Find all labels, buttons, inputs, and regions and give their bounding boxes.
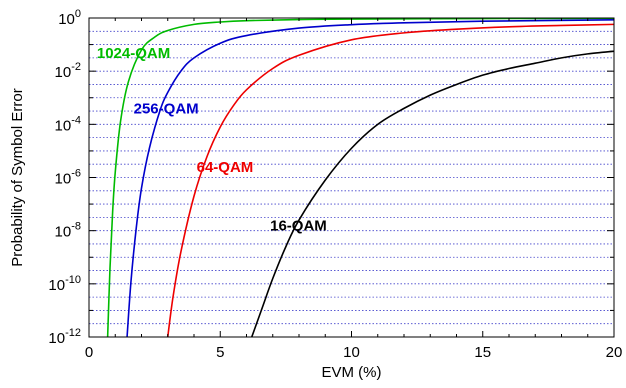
y-tick-exponent: -10 bbox=[65, 274, 81, 286]
y-tick-exponent: 0 bbox=[75, 8, 81, 20]
y-tick-label: 10-6 bbox=[55, 168, 81, 188]
x-tick-label: 5 bbox=[216, 344, 224, 361]
series-label-16-qam: 16-QAM bbox=[270, 218, 327, 235]
x-tick-label: 15 bbox=[474, 344, 491, 361]
y-tick-base: 10 bbox=[55, 224, 72, 241]
y-tick-exponent: -2 bbox=[71, 61, 81, 73]
y-tick-label: 10-12 bbox=[48, 327, 81, 347]
series-label-64-qam: 64-QAM bbox=[197, 159, 254, 176]
x-tick-label: 10 bbox=[343, 344, 360, 361]
x-tick-label: 0 bbox=[85, 344, 93, 361]
series-label-1024-qam: 1024-QAM bbox=[97, 45, 170, 62]
series-line-64-qam bbox=[166, 23, 615, 338]
x-tick-label: 20 bbox=[606, 344, 623, 361]
y-tick-base: 10 bbox=[55, 117, 72, 134]
y-tick-base: 10 bbox=[48, 277, 65, 294]
y-tick-exponent: -12 bbox=[65, 327, 81, 339]
y-tick-base: 10 bbox=[55, 171, 72, 188]
series-label-256-qam: 256-QAM bbox=[134, 101, 199, 118]
y-tick-label: 10-10 bbox=[48, 274, 81, 294]
y-tick-label: 100 bbox=[58, 8, 81, 28]
y-tick-label: 10-4 bbox=[55, 114, 81, 134]
grid-lines bbox=[89, 30, 614, 325]
series-line-16-qam bbox=[250, 50, 615, 338]
series-line-256-qam bbox=[126, 19, 615, 338]
y-tick-label: 10-8 bbox=[55, 221, 81, 241]
series-labels: 1024-QAM 256-QAM 64-QAM 16-QAM bbox=[97, 45, 327, 235]
y-tick-exponent: -6 bbox=[71, 168, 81, 180]
series-layer bbox=[106, 17, 615, 338]
y-tick-exponent: -4 bbox=[71, 114, 81, 126]
y-tick-base: 10 bbox=[48, 330, 65, 347]
y-tick-base: 10 bbox=[58, 11, 75, 28]
series-line-1024-qam bbox=[106, 17, 615, 338]
y-tick-base: 10 bbox=[55, 64, 72, 81]
y-tick-label: 10-2 bbox=[55, 61, 81, 81]
y-axis-title: Probability of Symbol Error bbox=[9, 88, 26, 266]
y-tick-exponent: -8 bbox=[71, 221, 81, 233]
x-axis-title: EVM (%) bbox=[322, 364, 382, 381]
